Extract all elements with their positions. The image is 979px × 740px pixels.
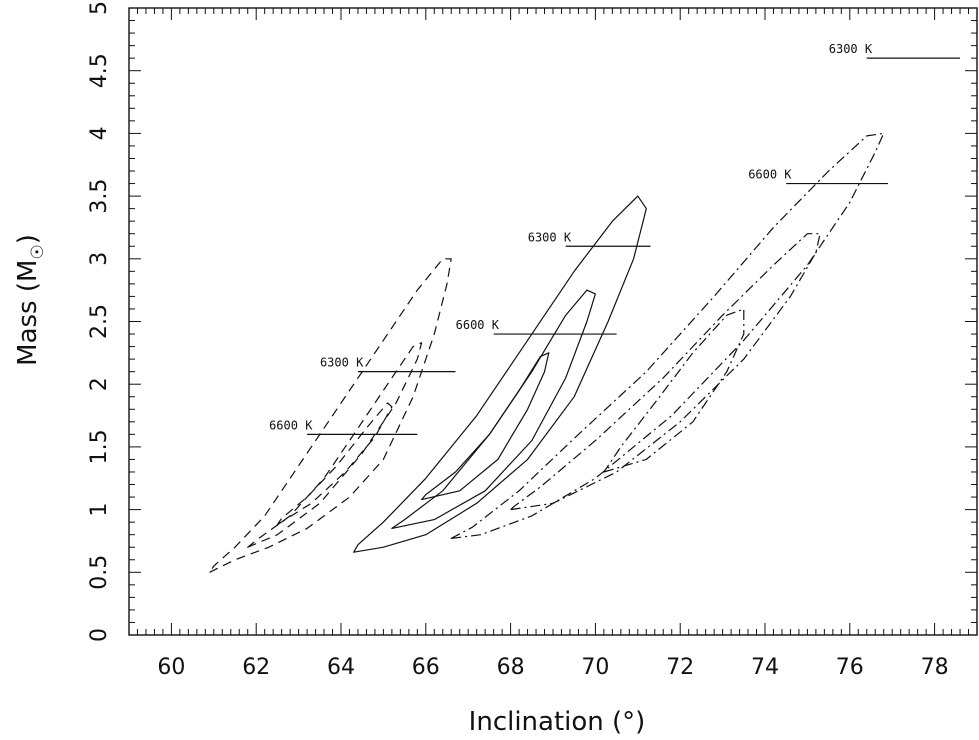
y-tick-label: 0.5 bbox=[87, 555, 112, 590]
x-tick-label: 62 bbox=[242, 655, 270, 680]
x-tick-label: 64 bbox=[327, 655, 355, 680]
y-tick-label: 0 bbox=[87, 628, 112, 642]
y-tick-label: 4.5 bbox=[87, 53, 112, 88]
contour-solid-1 bbox=[353, 195, 647, 553]
y-tick-label: 2 bbox=[87, 377, 112, 391]
y-tick-label: 1 bbox=[87, 503, 112, 517]
contour-dashed-3 bbox=[276, 402, 393, 526]
reference-line-label: 6300 K bbox=[528, 230, 572, 244]
contour-dashdot-1 bbox=[450, 132, 885, 539]
contour-lines bbox=[209, 132, 885, 573]
reference-line-label: 6300 K bbox=[320, 356, 364, 370]
y-tick-label: 5 bbox=[87, 1, 112, 15]
reference-line-label: 6300 K bbox=[829, 42, 873, 56]
contour-solid-2 bbox=[391, 289, 596, 529]
reference-line-label: 6600 K bbox=[456, 318, 500, 332]
y-axis-label-text: Mass (M bbox=[13, 260, 43, 366]
x-tick-label: 68 bbox=[497, 655, 525, 680]
contour-dashed-2 bbox=[247, 342, 423, 548]
y-tick-label: 2.5 bbox=[87, 304, 112, 339]
x-tick-label: 72 bbox=[666, 655, 694, 680]
x-tick-label: 66 bbox=[412, 655, 440, 680]
y-tick-label: 3 bbox=[87, 252, 112, 266]
tick-labels: 60 62 64 66 68 70 72 74 76 78 0 0.5 1 1.5 2 2.5 3 3.5 4 4.5… bbox=[87, 1, 949, 680]
x-tick-label: 76 bbox=[836, 655, 864, 680]
y-tick-label: 1.5 bbox=[87, 429, 112, 464]
reference-line-label: 6600 K bbox=[269, 418, 313, 432]
y-axis-label: Mass (M☉) bbox=[13, 234, 48, 366]
x-tick-label: 70 bbox=[581, 655, 609, 680]
x-tick-label: 60 bbox=[157, 655, 185, 680]
contour-dashed-1 bbox=[209, 258, 452, 573]
x-axis-label: Inclination (°) bbox=[469, 707, 646, 737]
x-tick-label: 74 bbox=[751, 655, 779, 680]
y-tick-label: 3.5 bbox=[87, 179, 112, 214]
contour-dashdot-2 bbox=[510, 233, 821, 511]
plot-frame bbox=[128, 7, 978, 636]
y-tick-label: 4 bbox=[87, 126, 112, 140]
reference-line-label: 6600 K bbox=[748, 168, 792, 182]
tick-marks bbox=[128, 7, 978, 636]
reference-lines: 6300 K 6600 K 6300 K 6600 K 6300 K 6600 K bbox=[269, 42, 961, 435]
y-axis-label-close: ) bbox=[13, 234, 43, 244]
contour-solid-3 bbox=[421, 352, 550, 501]
svg-text:Mass (M☉): Mass (M☉) bbox=[13, 234, 48, 366]
solar-mass-symbol: ☉ bbox=[28, 244, 48, 259]
x-tick-label: 78 bbox=[921, 655, 949, 680]
contour-dashdot-3 bbox=[603, 308, 745, 473]
